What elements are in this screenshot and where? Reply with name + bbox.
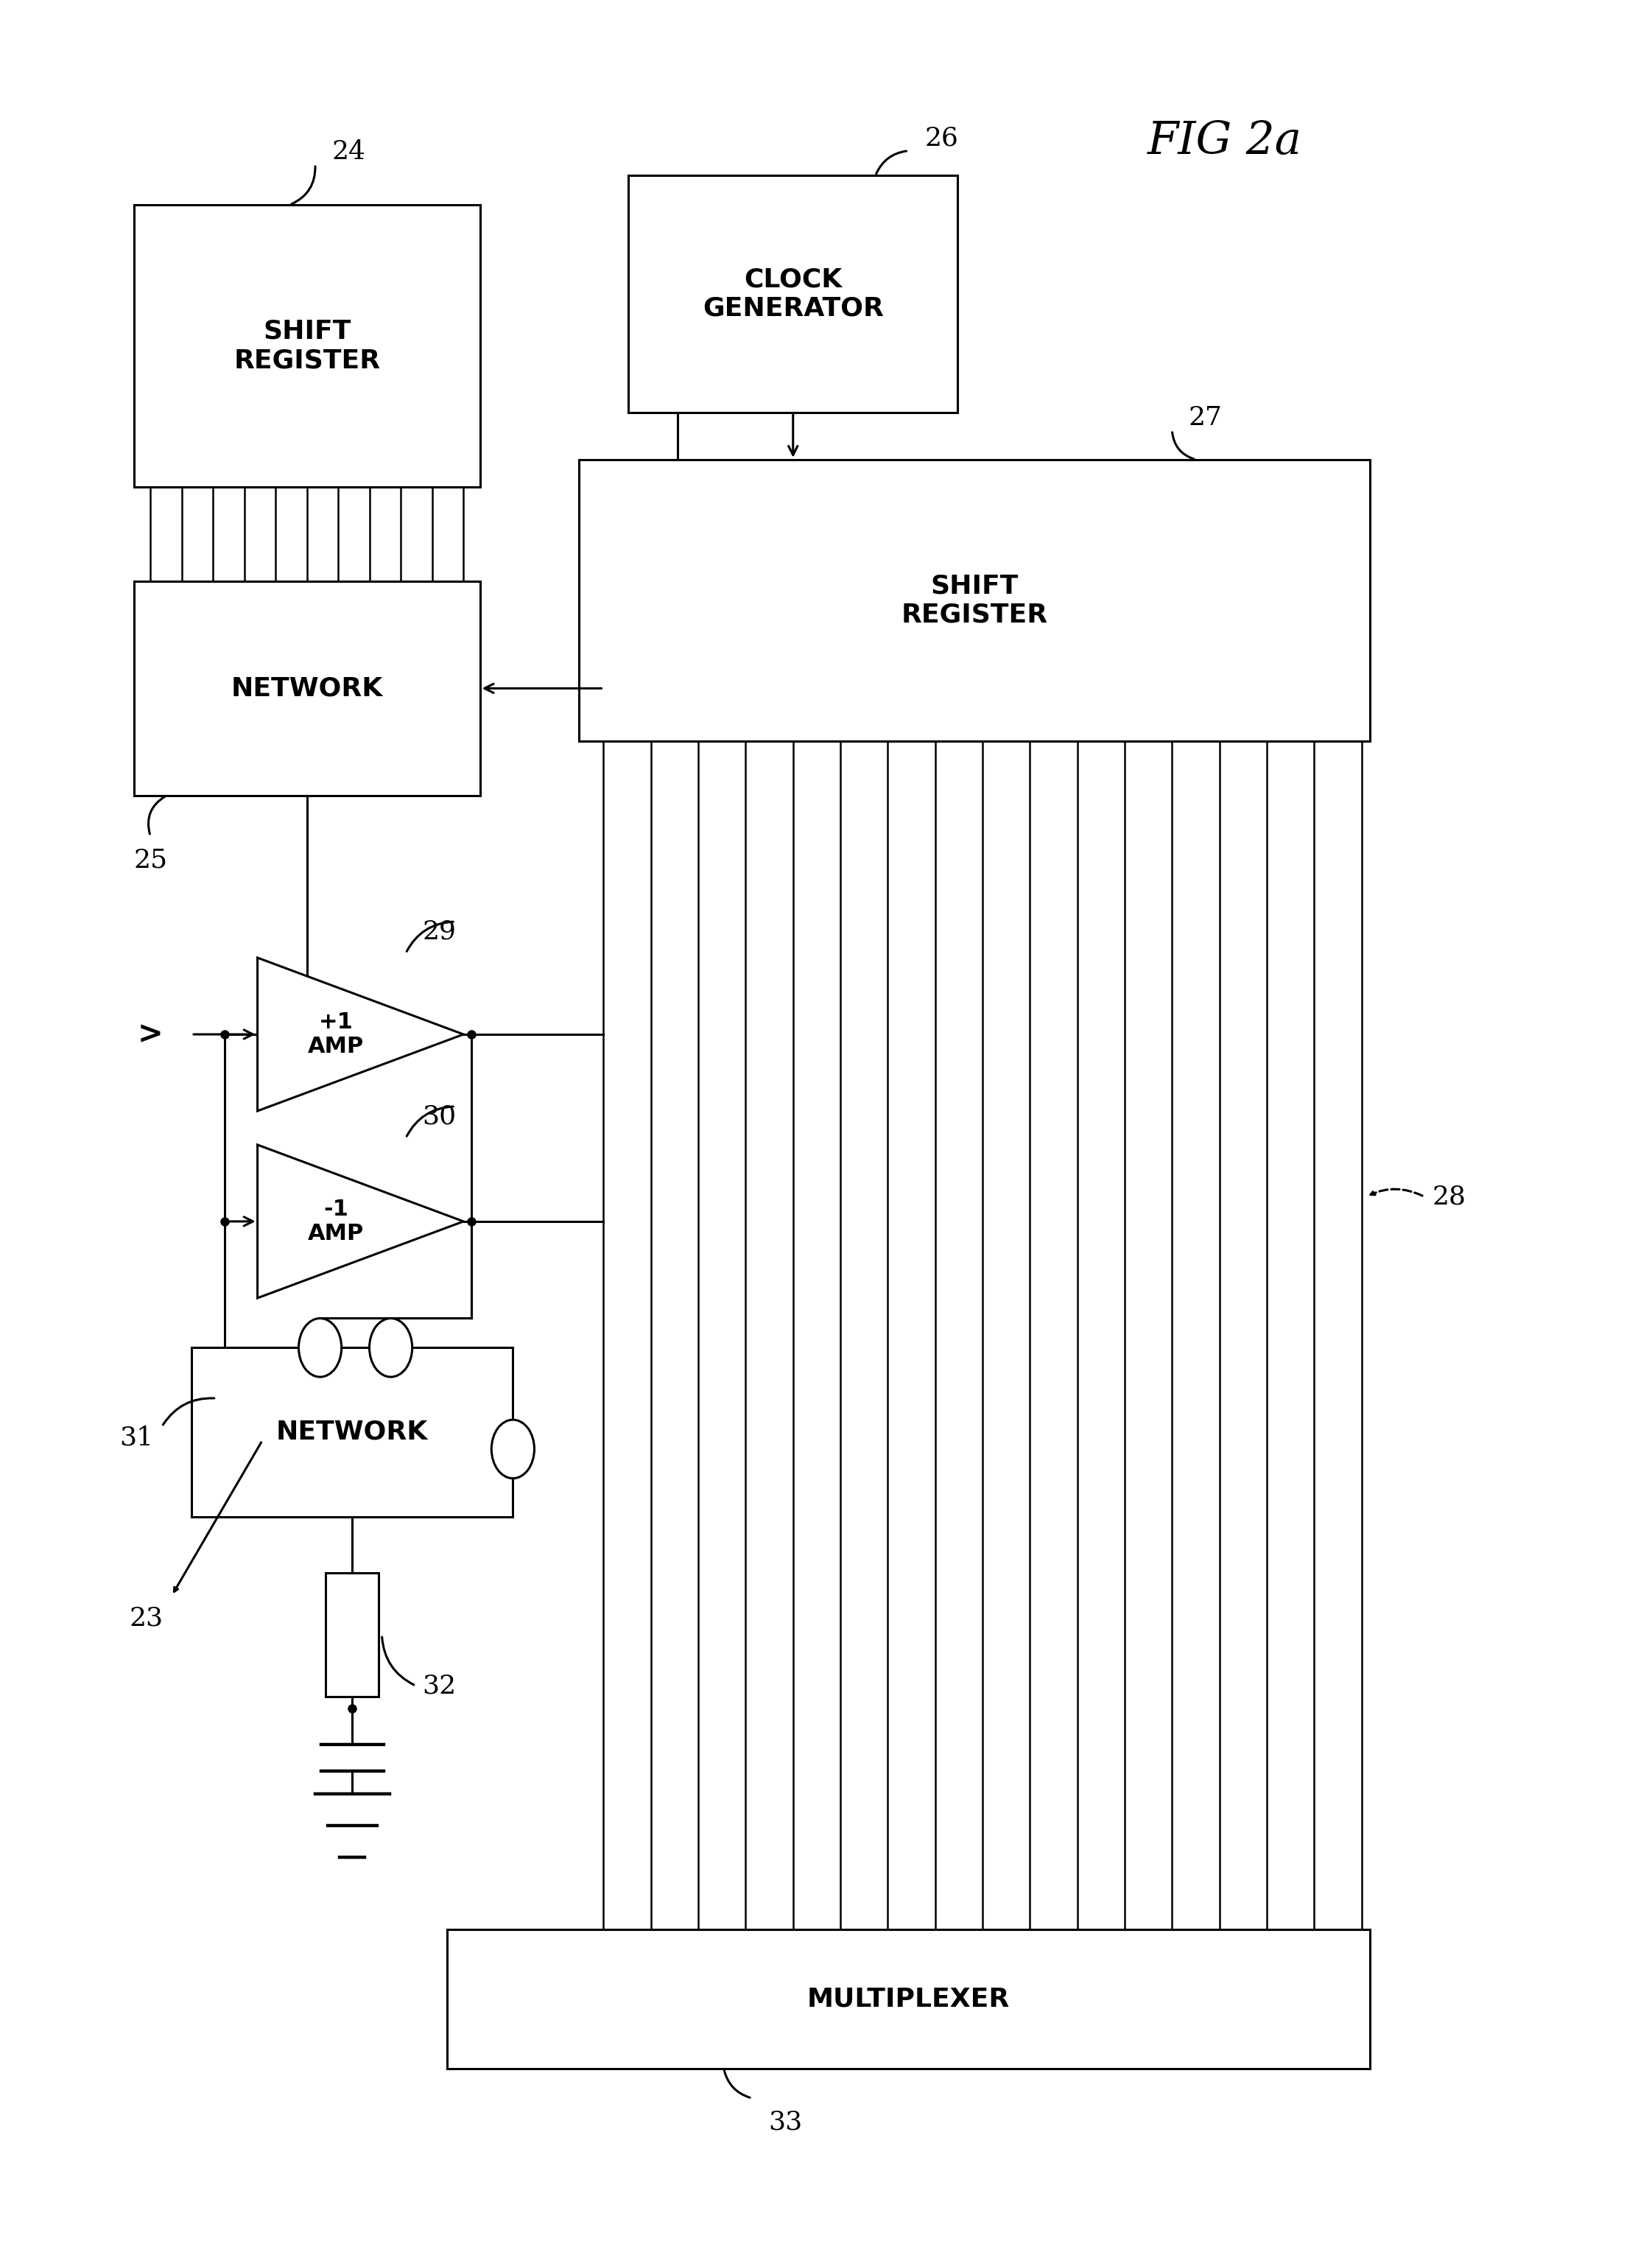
Text: +1
AMP: +1 AMP <box>307 1012 363 1057</box>
Bar <box>578 461 1370 741</box>
Text: FIG 2a: FIG 2a <box>1148 120 1302 165</box>
Text: -1
AMP: -1 AMP <box>307 1199 363 1244</box>
Text: SHIFT
REGISTER: SHIFT REGISTER <box>233 318 380 373</box>
Text: 26: 26 <box>925 126 958 151</box>
Polygon shape <box>258 957 464 1111</box>
Circle shape <box>492 1420 534 1479</box>
Bar <box>628 176 958 413</box>
Bar <box>192 1348 512 1517</box>
Bar <box>134 580 481 795</box>
Text: MULTIPLEXER: MULTIPLEXER <box>808 1987 1009 2012</box>
Bar <box>134 205 481 488</box>
Bar <box>325 1574 378 1698</box>
Text: 28: 28 <box>1432 1183 1467 1208</box>
Text: NETWORK: NETWORK <box>276 1420 428 1445</box>
Text: 23: 23 <box>129 1605 164 1630</box>
Bar <box>448 1928 1370 2068</box>
Text: 27: 27 <box>1188 404 1222 431</box>
Text: 30: 30 <box>423 1104 456 1129</box>
Circle shape <box>299 1319 342 1377</box>
Text: 29: 29 <box>423 919 456 944</box>
Text: 31: 31 <box>119 1425 154 1450</box>
Text: 24: 24 <box>332 140 365 165</box>
Polygon shape <box>258 1145 464 1298</box>
Text: 33: 33 <box>768 2109 803 2134</box>
Text: CLOCK
GENERATOR: CLOCK GENERATOR <box>702 266 884 321</box>
Text: NETWORK: NETWORK <box>231 675 383 700</box>
Circle shape <box>370 1319 413 1377</box>
Text: 25: 25 <box>134 847 169 872</box>
Text: SHIFT
REGISTER: SHIFT REGISTER <box>900 574 1047 628</box>
Text: 32: 32 <box>423 1673 456 1698</box>
Text: >: > <box>137 1018 164 1050</box>
